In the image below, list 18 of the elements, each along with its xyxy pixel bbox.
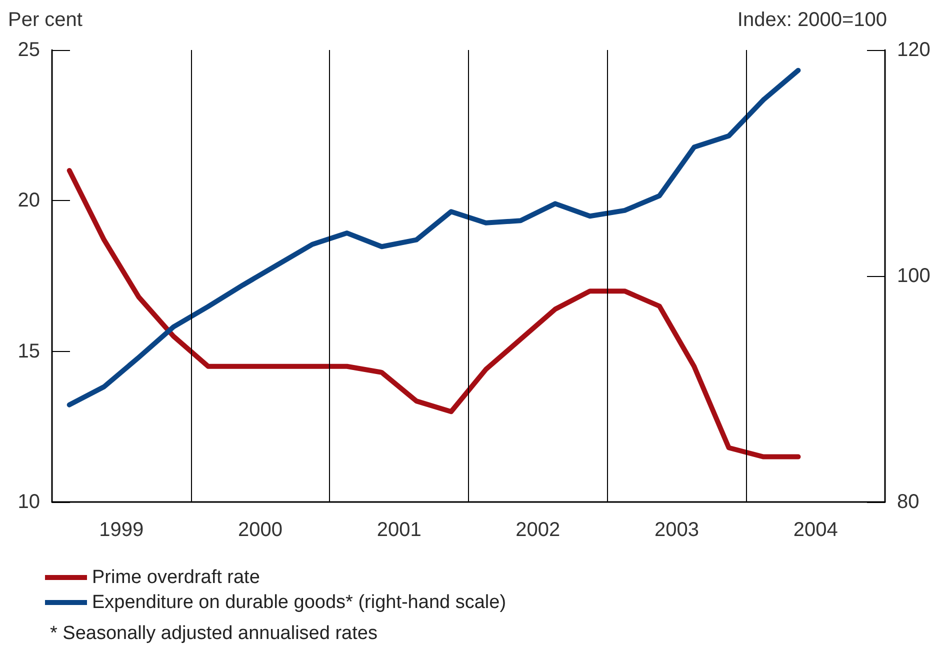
y-tick-label: 15 [18, 340, 40, 362]
x-tick-label: 2002 [516, 519, 560, 541]
y-tick-label: 20 [18, 190, 40, 212]
y2-axis-title: Index: 2000=100 [737, 9, 888, 31]
legend-label: Prime overdraft rate [92, 567, 260, 588]
y-tick-label: 25 [18, 39, 40, 61]
x-tick-label: 2003 [654, 519, 699, 541]
y2-tick-label: 80 [897, 491, 920, 513]
x-tick-label: 1999 [99, 519, 144, 541]
text: * Seasonally adjusted annualised rates [50, 623, 378, 644]
y2-tick-label: 120 [897, 39, 930, 61]
y2-tick-label: 100 [897, 265, 930, 287]
y-tick-label: 10 [18, 491, 40, 513]
x-tick-label: 2001 [376, 519, 422, 541]
y-axis-title: Per cent [8, 9, 83, 31]
x-tick-label: 2000 [238, 519, 282, 541]
legend-label: Expenditure on durable goods* (right-hand scale) [92, 592, 506, 613]
x-tick-label: 2004 [793, 519, 838, 541]
